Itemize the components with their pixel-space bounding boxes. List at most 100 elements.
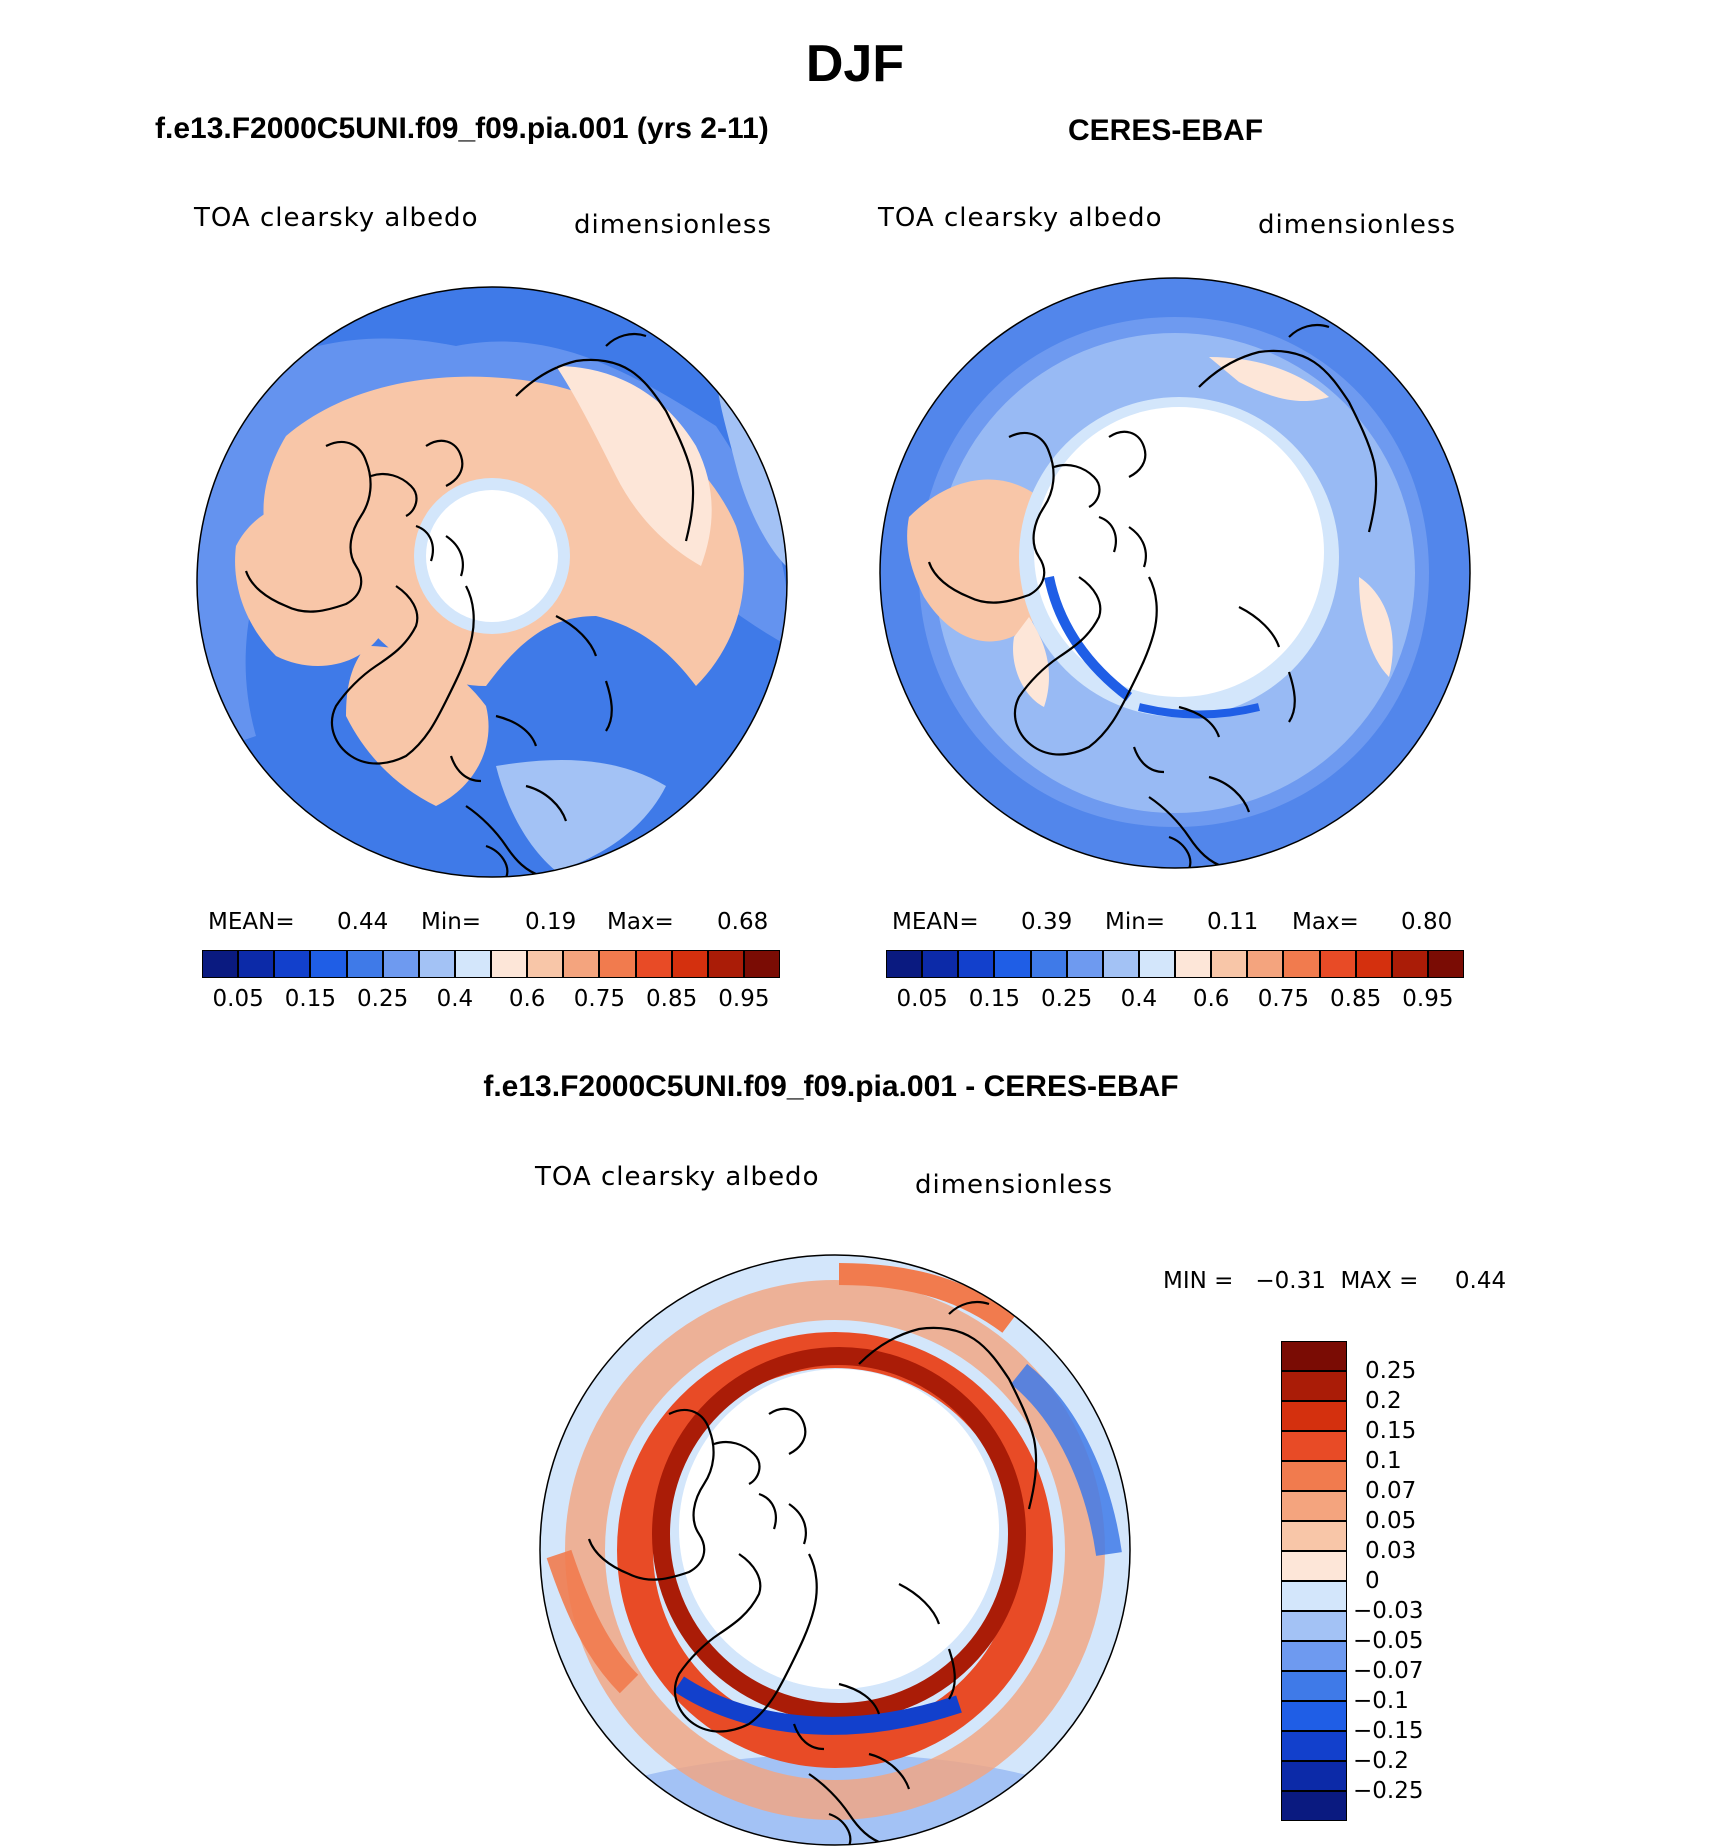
model-colorbar-color-box: [274, 950, 311, 978]
polar-map-difference: [539, 1254, 1131, 1846]
model-colorbar-color-box: [382, 950, 419, 978]
difference-colorbar-tick-label: −0.2: [1353, 1748, 1409, 1774]
ceres-colorbar-color-box: [1283, 950, 1320, 978]
model-colorbar-tick-label: 0.75: [573, 986, 625, 1012]
ceres-colorbar-tick-label: 0.05: [896, 986, 948, 1012]
difference-colorbar-color-box: [1281, 1341, 1347, 1371]
model-colorbar-color-box: [418, 950, 455, 978]
ceres-colorbar-tick-label: 0.4: [1120, 986, 1158, 1012]
difference-variable-label: TOA clearsky albedo: [535, 1162, 820, 1192]
model-panel-title: f.e13.F2000C5UNI.f09_f09.pia.001 (yrs 2-…: [155, 112, 769, 145]
ceres-colorbar-color-box: [1066, 950, 1103, 978]
figure-title: DJF: [805, 35, 905, 93]
difference-colorbar-color-box: [1281, 1431, 1347, 1461]
ceres-max-label: Max=: [1292, 909, 1359, 935]
ceres-colorbar-color-box: [1319, 950, 1356, 978]
difference-colorbar-tick-label: 0: [1365, 1568, 1380, 1594]
ceres-colorbar: 0.05 0.15 0.25 0.4 0.6 0.75 0.85 0.95: [886, 950, 1464, 1012]
difference-colorbar-color-box: [1281, 1581, 1347, 1611]
difference-colorbar-color-box: [1281, 1671, 1347, 1701]
difference-colorbar-tick-label: −0.03: [1353, 1598, 1424, 1624]
model-colorbar-color-box: [743, 950, 780, 978]
difference-colorbar-color-box: [1281, 1791, 1347, 1821]
difference-colorbar-color-box: [1281, 1461, 1347, 1491]
model-mean-value: 0.44: [337, 909, 389, 935]
difference-colorbar-tick-label: −0.1: [1353, 1688, 1409, 1714]
model-colorbar-color-box: [454, 950, 491, 978]
model-colorbar-tick-label: 0.15: [284, 986, 336, 1012]
ceres-colorbar-color-box: [1247, 950, 1284, 978]
model-colorbar-tick-label: 0.05: [212, 986, 264, 1012]
model-colorbar-color-box: [671, 950, 708, 978]
difference-colorbar-tick-label: −0.15: [1353, 1718, 1424, 1744]
difference-colorbar-tick-label: 0.15: [1365, 1418, 1417, 1444]
model-max-label: Max=: [607, 909, 674, 935]
ceres-colorbar-tick-label: 0.95: [1402, 986, 1454, 1012]
model-colorbar-tick-label: 0.6: [508, 986, 546, 1012]
ceres-colorbar-color-box: [958, 950, 995, 978]
ceres-colorbar-tick-label: 0.85: [1330, 986, 1382, 1012]
difference-colorbar-tick-label: 0.1: [1365, 1448, 1402, 1474]
polar-map-model: [196, 286, 788, 878]
ceres-colorbar-tick-label: 0.15: [968, 986, 1020, 1012]
ceres-colorbar-color-box: [1102, 950, 1139, 978]
difference-minmax: MIN = −0.31 MAX = 0.44: [1163, 1268, 1507, 1294]
difference-colorbar-color-box: [1281, 1641, 1347, 1671]
model-colorbar-color-box: [707, 950, 744, 978]
difference-colorbar-color-box: [1281, 1401, 1347, 1431]
difference-colorbar-color-box: [1281, 1491, 1347, 1521]
difference-colorbar-tick-label: 0.25: [1365, 1358, 1417, 1384]
ceres-min-value: 0.11: [1207, 909, 1259, 935]
difference-colorbar-color-box: [1281, 1371, 1347, 1401]
difference-colorbar-tick-label: 0.2: [1365, 1388, 1402, 1414]
ceres-min-label: Min=: [1105, 909, 1166, 935]
difference-colorbar-tick-label: −0.07: [1353, 1658, 1424, 1684]
ceres-variable-label: TOA clearsky albedo: [878, 203, 1163, 233]
model-variable-label: TOA clearsky albedo: [194, 203, 479, 233]
ceres-colorbar-color-box: [1030, 950, 1067, 978]
model-colorbar-tick-label: 0.95: [718, 986, 770, 1012]
difference-colorbar-color-box: [1281, 1731, 1347, 1761]
model-min-value: 0.19: [525, 909, 577, 935]
ceres-colorbar-color-box: [886, 950, 923, 978]
model-colorbar: 0.05 0.15 0.25 0.4 0.6 0.75 0.85 0.95: [202, 950, 780, 1012]
model-units-label: dimensionless: [574, 210, 772, 240]
difference-colorbar-color-box: [1281, 1611, 1347, 1641]
difference-panel-title: f.e13.F2000C5UNI.f09_f09.pia.001 - CERES…: [483, 1070, 1179, 1103]
model-min-label: Min=: [421, 909, 482, 935]
difference-colorbar-color-box: [1281, 1761, 1347, 1791]
difference-colorbar-tick-label: −0.05: [1353, 1628, 1424, 1654]
difference-colorbar: 0.25 0.2 0.15 0.1 0.07 0.05 0.03 0 −0.03 −0.05 −0.…: [1281, 1341, 1423, 1821]
model-colorbar-color-box: [563, 950, 600, 978]
ceres-colorbar-tick-label: 0.75: [1257, 986, 1309, 1012]
ceres-colorbar-color-box: [1175, 950, 1212, 978]
model-colorbar-color-box: [599, 950, 636, 978]
ceres-colorbar-tick-label: 0.25: [1041, 986, 1093, 1012]
difference-colorbar-color-box: [1281, 1701, 1347, 1731]
model-max-value: 0.68: [717, 909, 769, 935]
model-colorbar-color-box: [238, 950, 275, 978]
model-colorbar-color-box: [202, 950, 239, 978]
difference-colorbar-color-box: [1281, 1521, 1347, 1551]
model-colorbar-color-box: [491, 950, 528, 978]
model-colorbar-tick-label: 0.25: [357, 986, 409, 1012]
difference-colorbar-color-box: [1281, 1551, 1347, 1581]
model-colorbar-color-box: [346, 950, 383, 978]
model-colorbar-color-box: [527, 950, 564, 978]
ceres-colorbar-tick-label: 0.6: [1192, 986, 1230, 1012]
difference-colorbar-tick-label: −0.25: [1353, 1778, 1424, 1804]
ceres-colorbar-color-box: [922, 950, 959, 978]
polar-map-ceres: [879, 277, 1471, 869]
model-colorbar-color-box: [635, 950, 672, 978]
ceres-colorbar-color-box: [1355, 950, 1392, 978]
ceres-colorbar-color-box: [994, 950, 1031, 978]
ceres-colorbar-color-box: [1211, 950, 1248, 978]
ceres-colorbar-color-box: [1391, 950, 1428, 978]
difference-colorbar-tick-label: 0.07: [1365, 1478, 1417, 1504]
ceres-units-label: dimensionless: [1258, 210, 1456, 240]
model-colorbar-tick-label: 0.85: [646, 986, 698, 1012]
model-colorbar-tick-label: 0.4: [436, 986, 474, 1012]
model-colorbar-color-box: [310, 950, 347, 978]
model-mean-label: MEAN=: [208, 909, 295, 935]
ceres-max-value: 0.80: [1401, 909, 1453, 935]
